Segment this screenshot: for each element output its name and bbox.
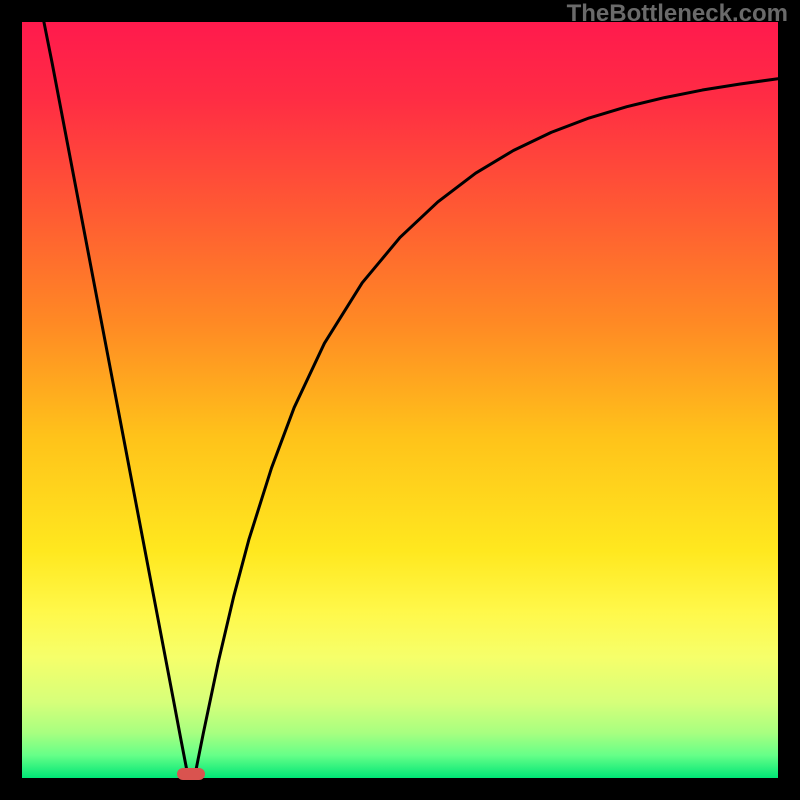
bottleneck-curve [22,22,778,778]
optimal-marker [177,768,205,780]
bottleneck-chart: TheBottleneck.com [0,0,800,800]
watermark-text: TheBottleneck.com [567,0,788,28]
plot-area [22,22,778,778]
